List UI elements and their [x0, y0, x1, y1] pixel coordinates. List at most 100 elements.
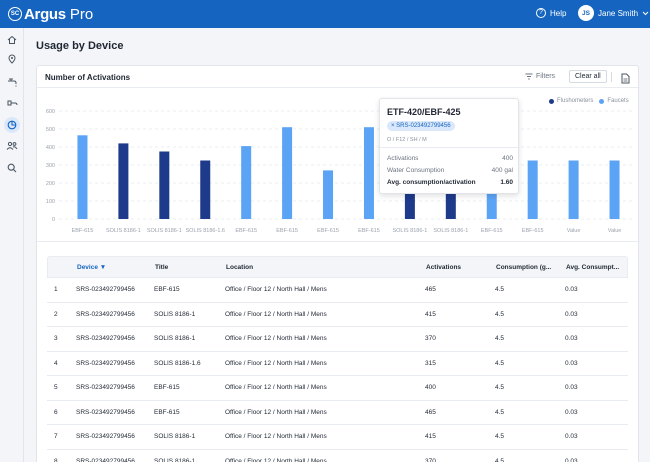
chart-tooltip: ETF-420/EBF-425 × SRS-023492799456 O / F… — [379, 98, 520, 194]
cell-title: EBF-615 — [154, 384, 180, 391]
logo-badge: SC — [8, 7, 22, 21]
bar[interactable] — [527, 160, 538, 220]
cell-activations: 465 — [425, 286, 436, 293]
bar[interactable] — [159, 151, 170, 220]
cell-device: SRS-023492799456 — [76, 286, 135, 293]
bar[interactable] — [568, 160, 579, 220]
table-row[interactable]: 2 SRS-023492799456 SOLIS 8186-1 Office / Fl… — [47, 303, 628, 327]
column-header-device[interactable]: Device ▼ — [77, 264, 107, 271]
column-header-activations[interactable]: Activations — [426, 264, 462, 271]
x-tick-label: SOLIS 8186-1 — [392, 228, 427, 234]
tooltip-row-label: Avg. consumption/activation — [387, 179, 476, 186]
cell-location: Office / Floor 12 / North Hall / Mens — [225, 335, 327, 342]
legend-label-flushometers: Flushometers — [557, 98, 594, 104]
cell-location: Office / Floor 12 / North Hall / Mens — [225, 457, 327, 462]
cell-activations: 465 — [425, 408, 436, 416]
cell-title: SOLIS 8186-1.6 — [154, 359, 201, 367]
table-row[interactable]: 5 SRS-023492799456 EBF-615 Office / Floor 1… — [47, 376, 628, 401]
legend-item-faucets[interactable]: Faucets — [599, 98, 629, 104]
usage-chart-icon[interactable] — [4, 117, 20, 133]
users-icon[interactable] — [4, 138, 20, 154]
tooltip-device-chip[interactable]: × SRS-023492799456 — [387, 121, 455, 131]
cell-title: SOLIS 8186-1 — [154, 433, 196, 440]
y-tick-label: 200 — [46, 181, 55, 187]
avatar: JS — [578, 5, 594, 21]
table-row[interactable]: 7 SRS-023492799456 SOLIS 8186-1 Office / Fl… — [47, 425, 628, 450]
tooltip-divider — [380, 147, 520, 148]
bar[interactable] — [241, 146, 252, 219]
bar-chart: 600 500 400 300 200 100 0 EBF-615 SOLIS 8186-1 SO… — [46, 109, 632, 234]
table-row[interactable]: 1 SRS-023492799456 EBF-615 Office / Floor 1… — [47, 278, 628, 303]
table-row[interactable]: 6 SRS-023492799456 EBF-615 Office / Floor 1… — [47, 401, 628, 425]
table-row[interactable]: 8 SRS-023492799456 SOLIS 8186-1 Office / Fl… — [47, 450, 628, 462]
cell-avg-consumption: 0.03 — [565, 359, 578, 367]
filters-button[interactable]: Filters — [525, 73, 555, 80]
x-tick-label: EBF-615 — [358, 228, 380, 234]
y-tick-label: 500 — [46, 127, 55, 133]
bar[interactable] — [609, 160, 620, 220]
filter-icon — [525, 73, 533, 80]
cell-consumption: 4.5 — [495, 286, 505, 293]
tooltip-title: ETF-420/EBF-425 — [387, 107, 461, 117]
cell-avg-consumption: 0.03 — [565, 310, 578, 318]
card-header: Number of Activations Filters Clear all — [37, 66, 640, 88]
bar[interactable] — [323, 170, 334, 219]
x-tick-label: SOLIS 8186-1 — [147, 228, 182, 234]
cell-title: SOLIS 8186-1 — [154, 310, 196, 318]
bar[interactable] — [282, 127, 293, 219]
cell-title: SOLIS 8186-1 — [154, 457, 196, 462]
header-divider — [611, 72, 612, 82]
tooltip-row-water: Water Consumption 400 gal — [387, 167, 513, 174]
cell-activations: 370 — [425, 335, 436, 342]
chevron-down-icon — [642, 11, 649, 15]
tooltip-row-label: Water Consumption — [387, 167, 445, 174]
export-document-icon[interactable] — [621, 71, 630, 89]
cell-activations: 370 — [425, 457, 436, 462]
x-tick-label: SOLIS 8186-1.6 — [186, 228, 225, 234]
cell-activations: 315 — [425, 359, 436, 367]
column-header-avg-consumption[interactable]: Avg. Consumpt... — [566, 264, 620, 271]
cell-device: SRS-023492799456 — [76, 335, 135, 342]
bar[interactable] — [118, 143, 129, 219]
row-number: 6 — [54, 408, 58, 416]
table-row[interactable]: 3 SRS-023492799456 SOLIS 8186-1 Office / Fl… — [47, 327, 628, 352]
cell-activations: 400 — [425, 384, 436, 391]
bar[interactable] — [77, 135, 88, 219]
legend-item-flushometers[interactable]: Flushometers — [549, 98, 593, 104]
column-header-consumption[interactable]: Consumption (g... — [496, 264, 552, 271]
faucet-icon[interactable] — [4, 74, 20, 90]
x-tick-label: EBF-615 — [72, 228, 94, 234]
flush-icon[interactable] — [4, 95, 20, 111]
card-title: Number of Activations — [45, 73, 131, 82]
x-tick-label: EBF-615 — [235, 228, 257, 234]
cell-device: SRS-023492799456 — [76, 310, 135, 318]
cell-title: EBF-615 — [154, 408, 180, 416]
sidebar — [0, 28, 24, 462]
cell-title: SOLIS 8186-1 — [154, 335, 196, 342]
x-tick-label: SOLIS 8186-1 — [433, 228, 468, 234]
table-body: 1 SRS-023492799456 EBF-615 Office / Floor 1… — [47, 278, 628, 462]
cell-activations: 415 — [425, 310, 436, 318]
column-header-location[interactable]: Location — [226, 264, 254, 271]
bar[interactable] — [363, 127, 374, 219]
column-header-title[interactable]: Title — [155, 264, 169, 271]
cell-location: Office / Floor 12 / North Hall / Mens — [225, 433, 327, 440]
app-logo[interactable]: SC Argus Pro — [8, 6, 93, 23]
home-icon[interactable] — [4, 32, 20, 48]
table-row[interactable]: 4 SRS-023492799456 SOLIS 8186-1.6 Office / … — [47, 352, 628, 376]
clear-all-button[interactable]: Clear all — [569, 70, 607, 83]
activations-card: Number of Activations Filters Clear all … — [36, 65, 640, 462]
bar[interactable] — [200, 160, 211, 220]
user-menu[interactable]: JS Jane Smith — [578, 5, 649, 21]
cell-avg-consumption: 0.03 — [565, 433, 578, 440]
table-header: Device ▼ Title Location Activations Cons… — [47, 256, 628, 278]
tooltip-subtitle: O / F12 / SH / M — [387, 137, 427, 143]
location-pin-icon[interactable] — [4, 51, 20, 67]
help-button[interactable]: ? Help — [536, 8, 566, 18]
x-tick-label: EBF-615 — [276, 228, 298, 234]
x-tick-label: EBF-615 — [481, 228, 503, 234]
search-icon[interactable] — [4, 160, 20, 176]
row-number: 7 — [54, 433, 58, 440]
cell-avg-consumption: 0.03 — [565, 457, 578, 462]
cell-avg-consumption: 0.03 — [565, 286, 578, 293]
